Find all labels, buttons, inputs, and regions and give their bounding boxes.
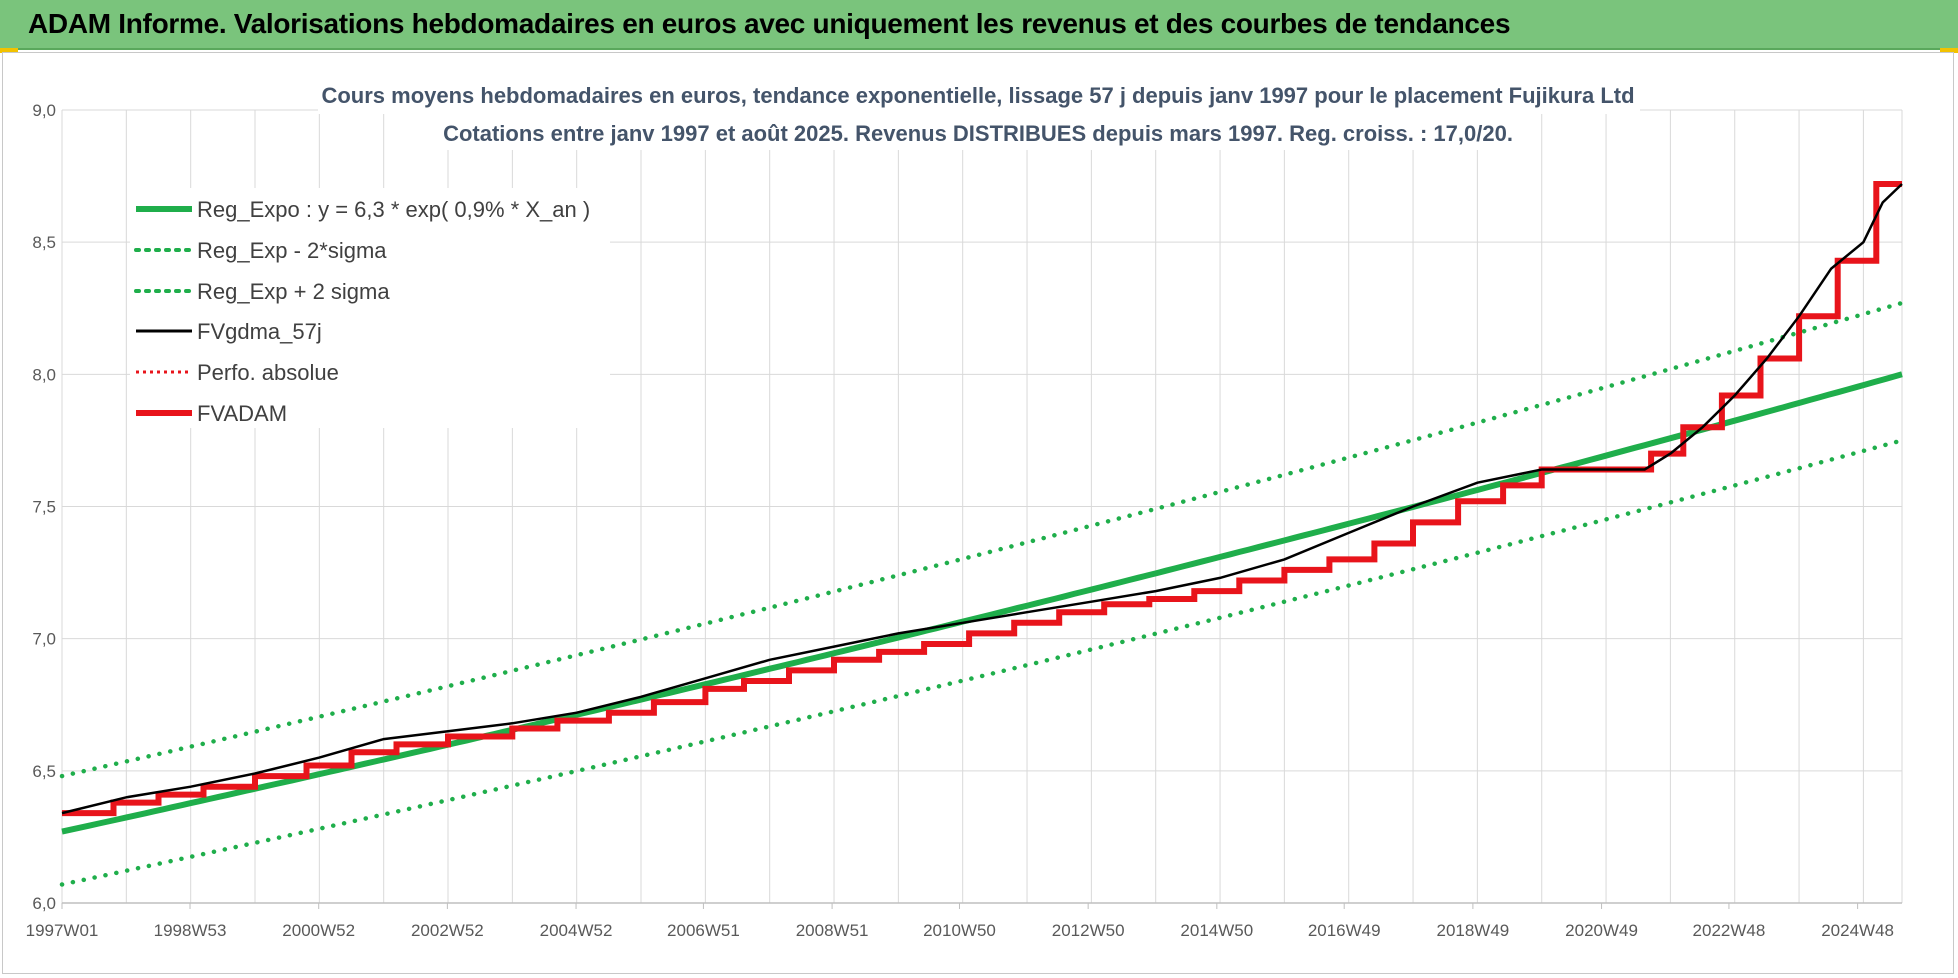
x-tick-label: 2012W50 [1052, 921, 1125, 940]
y-tick-label: 8,5 [32, 233, 56, 252]
legend-bg [130, 188, 610, 428]
x-tick-label: 2004W52 [540, 921, 613, 940]
x-tick-label: 1998W53 [154, 921, 227, 940]
legend-label-fvadam: FVADAM [197, 401, 287, 426]
legend-label-reg-exp-plus: Reg_Exp + 2 sigma [197, 279, 390, 304]
report-banner: ADAM Informe. Valorisations hebdomadaire… [0, 0, 1958, 50]
legend-label-reg-exp-minus: Reg_Exp - 2*sigma [197, 238, 387, 263]
series-lines [59, 181, 1905, 887]
y-tick-label: 7,0 [32, 630, 56, 649]
legend-label-fvgdma: FVgdma_57j [197, 319, 322, 344]
title-bg-2 [440, 114, 1520, 150]
report-title: ADAM Informe. Valorisations hebdomadaire… [28, 8, 1511, 39]
x-tick-label: 2008W51 [796, 921, 869, 940]
chart-subtitle-line-2: Cotations entre janv 1997 et août 2025. … [443, 121, 1513, 146]
fvadam-step-line [62, 181, 1902, 817]
x-axis-ticks: 1997W01 1998W53 2000W52 2002W52 2004W52 2006W… [26, 903, 1894, 940]
x-tick-label: 2024W48 [1821, 921, 1894, 940]
x-tick-label: 1997W01 [26, 921, 99, 940]
legend-label-perfo-absolue: Perfo. absolue [197, 360, 339, 385]
chart-title-line-1: Cours moyens hebdomadaires en euros, ten… [321, 83, 1634, 108]
x-tick-label: 2000W52 [282, 921, 355, 940]
title-bg-1 [318, 78, 1640, 114]
fvgdma-57j-line [61, 183, 1903, 815]
x-tick-label: 2018W49 [1436, 921, 1509, 940]
x-tick-label: 2010W50 [923, 921, 996, 940]
x-tick-label: 2002W52 [411, 921, 484, 940]
x-tick-label: 2014W50 [1180, 921, 1253, 940]
x-tick-label: 2020W49 [1565, 921, 1638, 940]
corner-marker-right [1940, 48, 1958, 53]
chart-frame [2, 52, 1954, 974]
y-tick-label: 6,0 [32, 894, 56, 913]
x-tick-label: 2016W49 [1308, 921, 1381, 940]
legend-label-reg-expo: Reg_Expo : y = 6,3 * exp( 0,9% * X_an ) [197, 197, 590, 222]
y-tick-label: 6,5 [32, 762, 56, 781]
legend: Reg_Expo : y = 6,3 * exp( 0,9% * X_an ) … [130, 188, 610, 428]
reg-exp-minus-2sigma-line [59, 438, 1905, 887]
y-tick-label: 7,5 [32, 498, 56, 517]
y-tick-label: 8,0 [32, 365, 56, 384]
x-tick-label: 2022W48 [1693, 921, 1766, 940]
y-axis-ticks: 6,0 6,5 7,0 7,5 8,0 8,5 9,0 [32, 101, 56, 913]
reg-expo-line [61, 371, 1903, 835]
y-tick-label: 9,0 [32, 101, 56, 120]
corner-marker-left [0, 48, 18, 53]
x-tick-label: 2006W51 [667, 921, 740, 940]
